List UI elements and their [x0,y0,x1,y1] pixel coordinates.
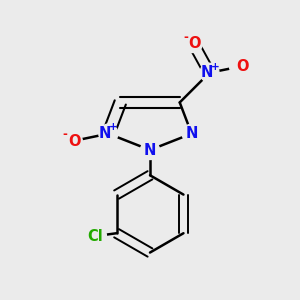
Text: Cl: Cl [87,229,103,244]
Text: +: + [110,122,118,132]
Text: -: - [183,31,188,44]
Text: N: N [201,65,213,80]
Circle shape [84,225,106,248]
Circle shape [63,132,82,151]
Text: O: O [68,134,80,148]
Circle shape [182,124,201,143]
Circle shape [140,140,160,160]
Text: -: - [63,128,68,141]
Text: N: N [144,142,156,158]
Text: N: N [185,126,198,141]
Text: +: + [211,62,220,72]
Text: O: O [236,59,248,74]
Circle shape [200,63,219,82]
Text: N: N [99,126,111,141]
Circle shape [184,34,202,52]
Circle shape [99,124,118,143]
Circle shape [230,57,249,76]
Text: O: O [188,35,201,50]
